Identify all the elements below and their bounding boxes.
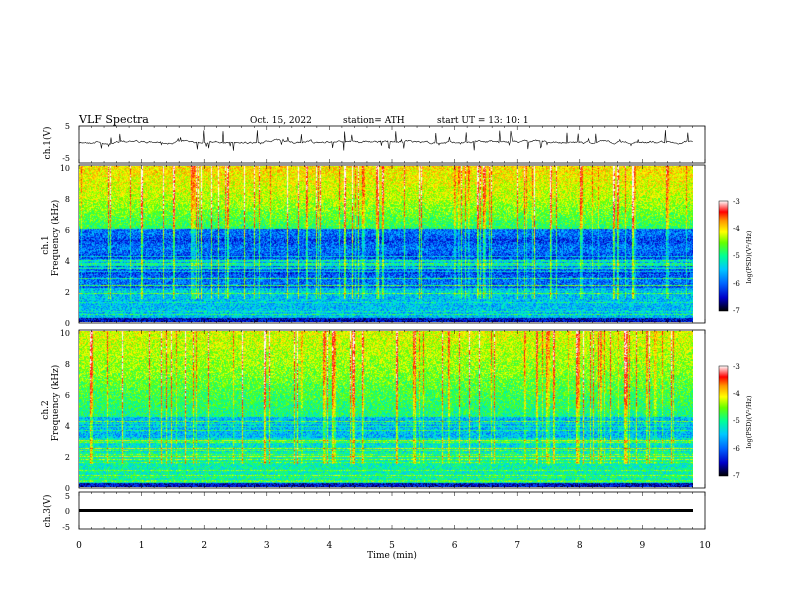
station-label: station= ATH: [343, 116, 405, 126]
ch1-colorbar: -3 -4 -5 -6 -7 log(PSD)(V²/Hz): [718, 198, 753, 315]
date-label: Oct. 15, 2022: [250, 116, 312, 126]
figure-title: VLF Spectra: [78, 113, 149, 126]
ch1-colorbar-label: log(PSD)(V²/Hz): [745, 230, 753, 283]
ch2-colorbar-gradient: [718, 365, 729, 477]
ch1-spectrogram-panel: 0 2 4 6 8 10 ch.1 Frequency (kHz): [41, 164, 706, 328]
ch1-frequency-ticks: 0 2 4 6 8 10: [60, 164, 70, 328]
ch1-waveform-ylabel: ch.1(V): [42, 127, 53, 160]
ch2-cbar-tick-3: -3: [733, 363, 740, 371]
ch2-spectrogram-image: [79, 331, 693, 487]
ch1-cbar-tick-3: -3: [733, 198, 740, 206]
time-tick-7: 7: [514, 541, 520, 551]
ch3-waveform-ylabel: ch.3(V): [42, 495, 53, 528]
ch2-colorbar-label: log(PSD)(V²/Hz): [745, 395, 753, 448]
ch2-colorbar: -3 -4 -5 -6 -7 log(PSD)(V²/Hz): [718, 363, 753, 480]
time-tick-5: 5: [389, 541, 395, 551]
ch1-freq-tick-4: 4: [65, 257, 70, 266]
time-axis-label: Time (min): [367, 550, 417, 561]
ch1-tick-max: 5: [65, 122, 70, 131]
time-tick-0: 0: [76, 541, 82, 551]
ch1-spectrogram-ylabel: Frequency (kHz): [50, 200, 61, 277]
ch2-freq-tick-10: 10: [60, 329, 70, 338]
time-tick-10: 10: [699, 541, 711, 551]
ch1-freq-tick-0: 0: [65, 319, 70, 328]
ch2-cbar-tick-7: -7: [733, 472, 740, 480]
ch2-spectrogram-panel: 0 2 4 6 8 10 ch.2 Frequency (kHz): [41, 329, 706, 493]
ch1-freq-tick-10: 10: [60, 164, 70, 173]
ch1-freq-tick-8: 8: [65, 195, 70, 204]
ch1-colorbar-gradient: [718, 200, 729, 312]
ch2-cbar-tick-4: -4: [733, 390, 740, 398]
ch2-freq-tick-6: 6: [65, 391, 70, 400]
time-tick-3: 3: [264, 541, 270, 551]
axis-tick-marks: [78, 126, 706, 529]
start-time-label: start UT = 13: 10: 1: [437, 116, 529, 126]
time-tick-1: 1: [139, 541, 145, 551]
ch2-freq-tick-0: 0: [65, 484, 70, 493]
ch2-spectrogram-ylabel: Frequency (kHz): [50, 365, 61, 442]
ch1-cbar-tick-4: -4: [733, 225, 740, 233]
time-tick-9: 9: [640, 541, 646, 551]
time-tick-2: 2: [201, 541, 207, 551]
ch2-spectrogram-channel-label: ch.2: [41, 400, 51, 419]
ch1-freq-tick-2: 2: [65, 288, 70, 297]
ch1-cbar-tick-6: -6: [733, 280, 740, 288]
ch1-waveform-panel: 5 -5 ch.1(V): [42, 122, 706, 164]
ch2-freq-tick-8: 8: [65, 360, 70, 369]
ch1-waveform-trace: [78, 130, 693, 151]
ch1-spectrogram-image: [79, 166, 693, 322]
ch2-cbar-tick-5: -5: [733, 417, 740, 425]
ch1-cbar-tick-5: -5: [733, 252, 740, 260]
ch1-waveform-frame: [78, 125, 706, 164]
ch3-tick-min: -5: [62, 523, 70, 532]
ch1-freq-tick-6: 6: [65, 226, 70, 235]
time-axis: 0 1 2 3 4 5 6 7 8 9 10: [76, 541, 711, 551]
ch2-freq-tick-4: 4: [65, 422, 70, 431]
time-tick-4: 4: [327, 541, 333, 551]
ch1-cbar-tick-7: -7: [733, 307, 740, 315]
ch3-tick-max: 5: [65, 492, 70, 501]
ch2-cbar-tick-6: -6: [733, 445, 740, 453]
time-tick-6: 6: [452, 541, 458, 551]
ch3-waveform-trace: [79, 509, 693, 512]
ch1-spectrogram-channel-label: ch.1: [41, 235, 51, 254]
ch2-freq-tick-2: 2: [65, 453, 70, 462]
time-tick-8: 8: [577, 541, 583, 551]
ch3-tick-zero: 0: [65, 507, 70, 516]
ch1-tick-min: -5: [62, 154, 70, 163]
ch3-waveform-panel: 5 0 -5 ch.3(V): [42, 491, 706, 532]
